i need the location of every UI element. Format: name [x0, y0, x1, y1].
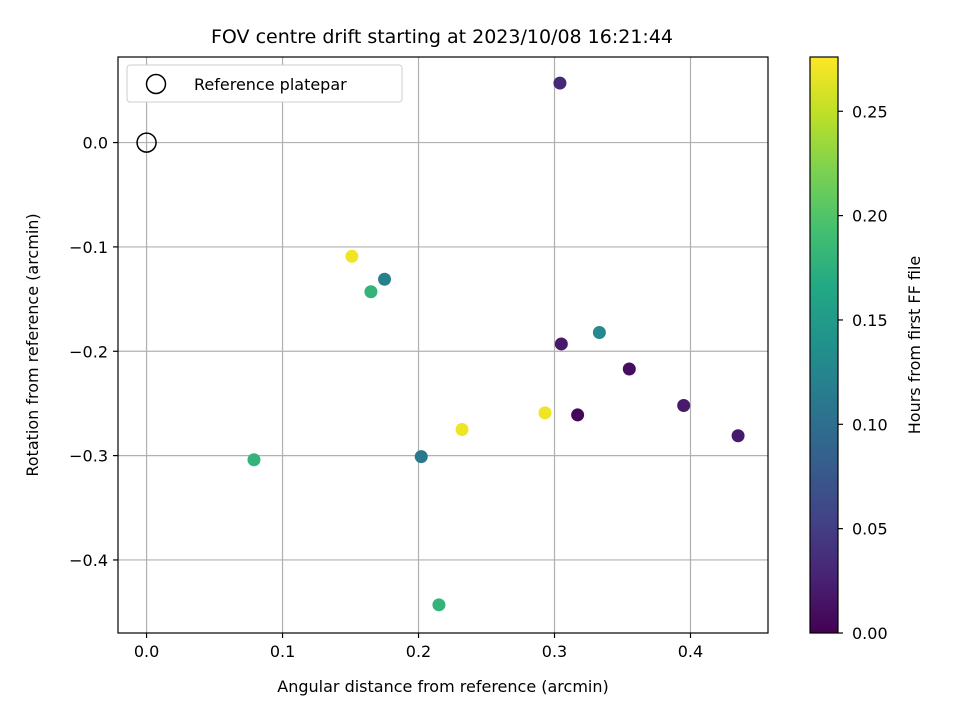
data-point [677, 399, 691, 413]
colorbar-tick-label: 0.05 [852, 520, 888, 539]
y-tick-label: −0.2 [69, 342, 108, 361]
data-point [592, 325, 606, 339]
x-tick-label: 0.0 [134, 642, 159, 661]
data-point [731, 429, 745, 443]
legend-box [126, 64, 403, 103]
colorbar-label: Hours from first FF file [905, 256, 924, 435]
grid-lines [118, 57, 768, 633]
y-tick-label: −0.4 [69, 551, 108, 570]
x-tick-label: 0.2 [406, 642, 431, 661]
data-point [247, 453, 261, 467]
data-point [622, 362, 636, 376]
data-point [432, 598, 446, 612]
data-point [554, 337, 568, 351]
colorbar-tick-label: 0.00 [852, 624, 888, 643]
x-tick-label: 0.1 [270, 642, 295, 661]
reference-point-marker [136, 132, 157, 153]
colorbar-tick-label: 0.20 [852, 207, 888, 226]
colorbar-gradient [810, 57, 838, 633]
data-point [553, 76, 567, 90]
legend-reference-marker [145, 73, 167, 95]
data-point [455, 423, 469, 437]
y-axis-label: Rotation from reference (arcmin) [23, 213, 42, 476]
colorbar-ticks: 0.00 0.05 0.10 0.15 0.20 0.25 [838, 102, 888, 643]
data-point [378, 272, 392, 286]
data-point [364, 285, 378, 299]
colorbar-tick-label: 0.10 [852, 415, 888, 434]
y-tick-label: 0.0 [83, 134, 108, 153]
legend: Reference platepar [126, 64, 403, 103]
y-tick-label: −0.1 [69, 238, 108, 257]
colorbar-frame [809, 56, 839, 634]
y-axis-ticks: 0.0 −0.1 −0.2 −0.3 −0.4 [69, 134, 118, 570]
x-axis-label: Angular distance from reference (arcmin) [277, 677, 608, 696]
x-axis-ticks: 0.0 0.1 0.2 0.3 0.4 [134, 633, 703, 661]
colorbar: 0.00 0.05 0.10 0.15 0.20 0.25 Hours from firs… [809, 56, 924, 643]
colorbar-tick-label: 0.15 [852, 311, 888, 330]
data-point [414, 450, 428, 464]
x-tick-label: 0.3 [542, 642, 567, 661]
data-point [538, 406, 552, 420]
plot-frame [117, 56, 769, 634]
data-point [571, 408, 585, 422]
chart-title: FOV centre drift starting at 2023/10/08 … [211, 26, 673, 48]
data-point [345, 249, 359, 263]
colorbar-tick-label: 0.25 [852, 102, 888, 121]
y-tick-label: −0.3 [69, 447, 108, 466]
x-tick-label: 0.4 [678, 642, 703, 661]
plot-area [118, 57, 768, 633]
data-points [136, 76, 745, 612]
legend-label-reference: Reference platepar [194, 75, 347, 94]
